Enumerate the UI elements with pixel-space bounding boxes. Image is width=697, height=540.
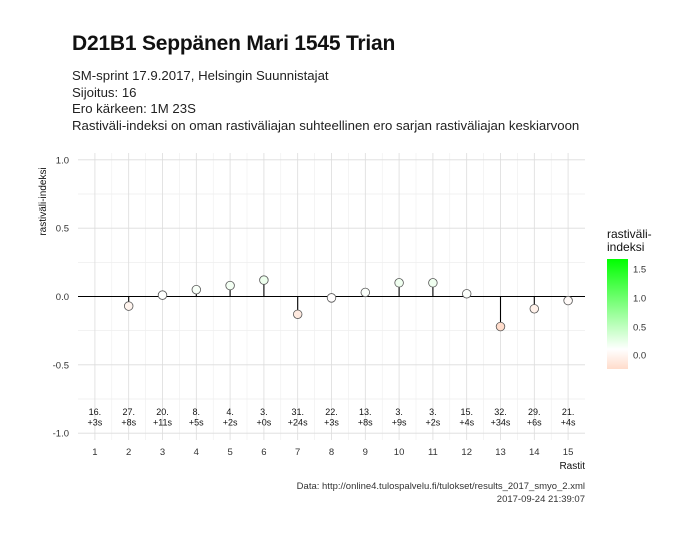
x-tick-label: 4 bbox=[194, 447, 199, 458]
rank-label-control-3: 20. bbox=[156, 407, 169, 417]
diff-label-control-14: +6s bbox=[527, 418, 542, 428]
diff-label-control-4: +5s bbox=[189, 418, 204, 428]
rank-label-control-8: 22. bbox=[325, 407, 338, 417]
y-tick-label: 0.0 bbox=[56, 292, 69, 303]
x-axis-title: Rastit bbox=[559, 461, 585, 472]
legend-tick bbox=[628, 270, 632, 272]
point-control-13 bbox=[495, 321, 506, 332]
x-tick-label: 7 bbox=[295, 447, 300, 458]
rank-label-control-2: 27. bbox=[122, 407, 135, 417]
diff-label-control-13: +34s bbox=[491, 418, 511, 428]
point-control-14 bbox=[529, 304, 540, 314]
x-tick-label: 2 bbox=[126, 447, 131, 458]
rank-label-control-5: 4. bbox=[226, 407, 234, 417]
point-control-7 bbox=[293, 309, 303, 319]
x-tick-label: 11 bbox=[428, 447, 438, 458]
x-tick-label: 8 bbox=[329, 447, 334, 458]
legend-colorbar: 1.5 1.0 0.5 0.0 bbox=[607, 259, 687, 369]
rank-label-control-1: 16. bbox=[89, 407, 102, 417]
chart-caption: Data: http://online4.tulospalvelu.fi/tul… bbox=[297, 481, 585, 506]
legend-tick bbox=[628, 327, 632, 329]
subtitle-placement: Sijoitus: 16 bbox=[72, 84, 137, 100]
y-tick-label: 0.5 bbox=[56, 224, 69, 235]
legend-tick bbox=[628, 299, 632, 301]
point-control-8 bbox=[326, 293, 337, 303]
diff-label-control-2: +8s bbox=[121, 418, 136, 428]
x-tick-label: 6 bbox=[261, 447, 266, 458]
diff-label-control-8: +3s bbox=[324, 418, 339, 428]
rank-label-control-13: 32. bbox=[494, 407, 507, 417]
rank-label-control-10: 3. bbox=[395, 407, 403, 417]
point-control-10 bbox=[394, 278, 404, 288]
point-control-11 bbox=[428, 278, 438, 288]
y-tick-label: -0.5 bbox=[53, 360, 69, 371]
diff-label-control-6: +0s bbox=[257, 418, 272, 428]
rank-label-control-15: 21. bbox=[562, 407, 575, 417]
diff-label-control-15: +4s bbox=[561, 418, 576, 428]
x-tick-label: 5 bbox=[227, 447, 232, 458]
legend-tick-label: 1.5 bbox=[633, 264, 647, 276]
x-tick-label: 9 bbox=[363, 447, 368, 458]
x-tick-label: 13 bbox=[495, 447, 506, 458]
y-tick-label: -1.0 bbox=[53, 429, 69, 440]
point-control-3 bbox=[157, 290, 168, 300]
subtitle-gap-to-leader: Ero kärkeen: 1M 23S bbox=[72, 101, 196, 116]
legend-gradient bbox=[607, 259, 628, 369]
rank-label-control-12: 15. bbox=[460, 407, 473, 417]
diff-label-control-1: +3s bbox=[88, 418, 103, 428]
diff-label-control-9: +8s bbox=[358, 418, 373, 428]
point-control-5 bbox=[225, 280, 235, 291]
point-control-9 bbox=[360, 287, 371, 298]
legend-tick-label: 1.0 bbox=[633, 293, 647, 305]
rank-label-control-9: 13. bbox=[359, 407, 372, 417]
x-tick-label: 15 bbox=[563, 447, 574, 458]
point-control-4 bbox=[191, 284, 202, 295]
diff-label-control-3: +11s bbox=[153, 418, 173, 428]
x-tick-label: 10 bbox=[394, 447, 405, 458]
point-control-12 bbox=[462, 289, 472, 299]
legend-tick-label: 0.0 bbox=[633, 350, 647, 362]
rank-label-control-7: 31. bbox=[291, 407, 304, 417]
subtitle-event: SM-sprint 17.9.2017, Helsingin Suunnista… bbox=[72, 68, 329, 83]
x-tick-label: 14 bbox=[529, 447, 540, 458]
point-control-15 bbox=[563, 295, 573, 306]
caption-source: Data: http://online4.tulospalvelu.fi/tul… bbox=[296, 481, 585, 492]
y-axis-title: rastiväli-indeksi bbox=[38, 167, 49, 235]
x-tick-label: 1 bbox=[92, 447, 97, 458]
diff-label-control-10: +9s bbox=[392, 418, 407, 428]
caption-timestamp: 2017-09-24 21:39:07 bbox=[496, 493, 585, 505]
subtitle-description: Rastiväli-indeksi on oman rastiväliajan … bbox=[72, 117, 580, 133]
chart-title: D21B1 Seppänen Mari 1545 Trian bbox=[72, 32, 396, 55]
legend-tick-label: 0.5 bbox=[633, 322, 647, 334]
point-control-6 bbox=[259, 275, 269, 285]
x-tick-label: 12 bbox=[461, 447, 472, 458]
legend-tick bbox=[628, 356, 632, 358]
rank-label-control-4: 8. bbox=[193, 407, 201, 417]
legend-title-line2: indeksi bbox=[607, 240, 645, 254]
y-tick-label: 1.0 bbox=[56, 155, 69, 166]
color-legend: rastiväli- indeksi 1.5 1.0 0.5 0.0 bbox=[607, 228, 687, 369]
diff-label-control-5: +2s bbox=[223, 418, 238, 428]
rank-label-control-14: 29. bbox=[528, 407, 541, 417]
legend-title-line1: rastiväli- bbox=[607, 227, 652, 241]
legend-title: rastiväli- indeksi bbox=[607, 228, 687, 254]
diff-label-control-11: +2s bbox=[426, 418, 441, 428]
rank-label-control-11: 3. bbox=[429, 407, 437, 417]
x-tick-label: 3 bbox=[160, 447, 165, 458]
diff-label-control-7: +24s bbox=[288, 418, 308, 428]
point-control-2 bbox=[123, 301, 134, 311]
rank-label-control-6: 3. bbox=[260, 407, 268, 417]
diff-label-control-12: +4s bbox=[459, 418, 474, 428]
chart-subtitle: SM-sprint 17.9.2017, Helsingin Suunnista… bbox=[72, 68, 579, 134]
